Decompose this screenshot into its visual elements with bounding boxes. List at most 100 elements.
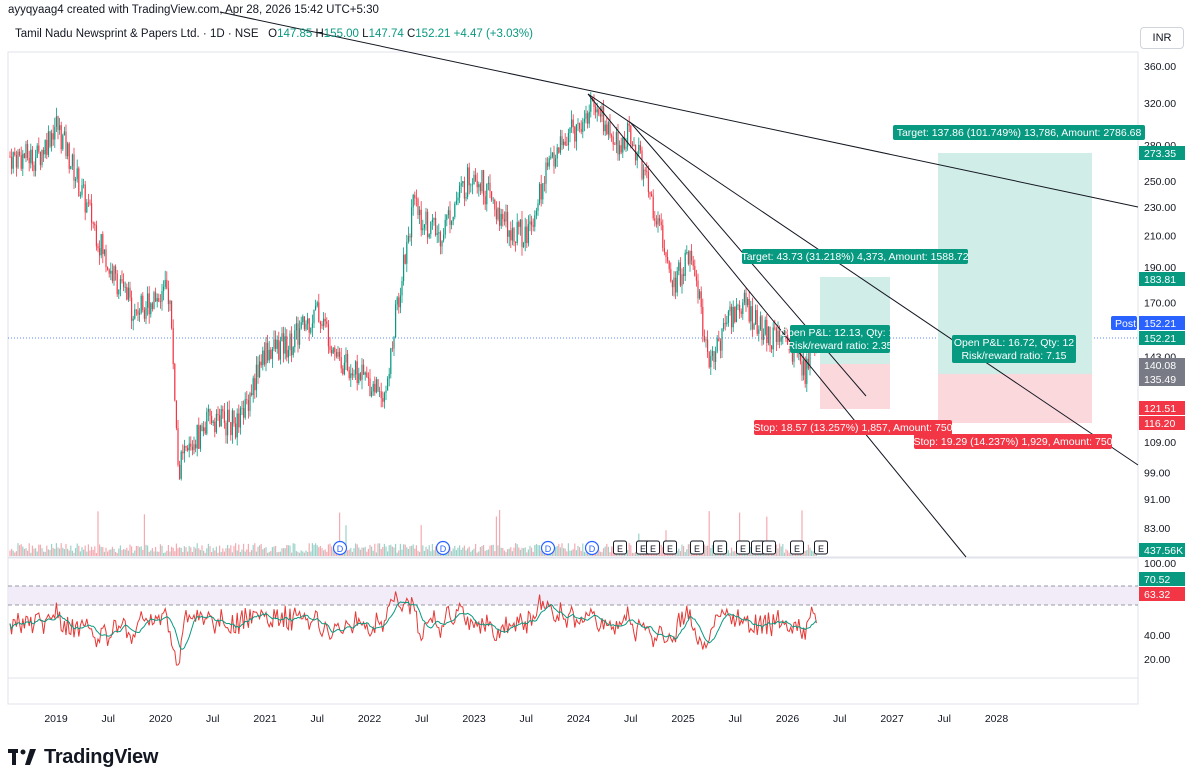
earnings-marker[interactable]: [713, 540, 727, 555]
volume-bar: [478, 551, 480, 556]
candle-body: [353, 374, 355, 376]
time-axis[interactable]: 2019 Jul 2020 Jul 2021 Jul 2022 Jul 2023 Jul 2024 J…: [44, 713, 1008, 725]
candle-body: [763, 334, 765, 341]
candle-body: [524, 226, 526, 243]
candle-body: [631, 143, 633, 146]
volume-bar: [705, 546, 707, 556]
volume-bar: [179, 547, 181, 556]
candle-body: [159, 301, 161, 303]
volume-bar: [739, 512, 741, 556]
volume-bar: [467, 548, 469, 556]
candle-body: [455, 200, 457, 204]
price-axis[interactable]: 360.00320.00280.00250.00230.00210.00190.…: [1144, 61, 1176, 535]
volume-bar: [396, 552, 398, 556]
volume-bar: [495, 516, 497, 556]
trendline-1[interactable]: [219, 11, 1139, 208]
candle-body: [526, 226, 528, 244]
candle-body: [348, 370, 350, 379]
volume-bar: [46, 545, 48, 556]
volume-bar: [89, 550, 91, 556]
position1-target-label: Target: 43.73 (31.218%) 4,373, Amount: 1…: [741, 251, 968, 263]
candle-body: [113, 266, 115, 282]
earnings-marker[interactable]: [613, 540, 627, 555]
volume-bar: [324, 549, 326, 556]
candle-body: [721, 328, 723, 351]
candle-body: [116, 273, 118, 295]
volume-bar: [39, 544, 41, 556]
trendline-3[interactable]: [587, 93, 1139, 466]
volume-bar: [732, 551, 734, 556]
candle-body: [297, 323, 299, 345]
symbol-legend[interactable]: Tamil Nadu Newsprint & Papers Ltd. · 1D …: [15, 28, 533, 40]
candle-body: [23, 153, 25, 158]
dividend-marker[interactable]: [332, 540, 348, 556]
volume-bar: [51, 543, 53, 556]
price-pane[interactable]: [7, 51, 1139, 558]
volume-bar: [494, 551, 496, 556]
position1-info-bg: [790, 325, 890, 353]
candle-body: [604, 124, 606, 132]
candle-body: [684, 252, 686, 277]
rsi-axis[interactable]: 100.00 40.00 20.00: [1144, 558, 1176, 666]
candle-body: [31, 149, 33, 165]
earnings-marker[interactable]: [736, 540, 750, 555]
position2-stop-zone[interactable]: [938, 374, 1092, 423]
volume-bar: [766, 516, 768, 556]
post-tag-label: Post: [1115, 318, 1136, 330]
candle-body: [51, 133, 53, 147]
candle-body: [753, 324, 755, 330]
candle-body: [662, 225, 664, 248]
candle-body: [337, 351, 339, 357]
earnings-marker[interactable]: [646, 540, 660, 555]
volume-bar: [556, 545, 558, 556]
position2-target-label-bg: [893, 125, 1145, 140]
volume-bar: [451, 551, 453, 556]
dividend-marker[interactable]: [584, 540, 600, 556]
volume-bar: [78, 545, 80, 556]
earnings-marker[interactable]: [762, 540, 776, 555]
volume-bar: [585, 552, 587, 556]
tradingview-brand[interactable]: TradingView: [8, 742, 158, 772]
volume-bar: [419, 551, 421, 556]
candle-body: [423, 224, 425, 229]
candle-body: [300, 322, 302, 329]
candle-body: [246, 399, 248, 400]
volume-bar: [97, 511, 99, 556]
candle-body: [233, 410, 235, 424]
volume-bar: [150, 550, 152, 556]
candle-body: [625, 146, 627, 149]
volume-bar: [567, 543, 569, 556]
candle-body: [611, 135, 613, 137]
candle-body: [484, 196, 486, 205]
candle-body: [510, 230, 512, 241]
volume-bar: [475, 543, 477, 556]
time-tick-label: 2028: [985, 713, 1009, 725]
volume-bar: [283, 548, 285, 556]
earnings-marker[interactable]: [690, 540, 704, 555]
volume-bar: [566, 551, 568, 556]
currency-button[interactable]: INR: [1140, 27, 1184, 49]
candle-body: [740, 311, 742, 314]
volume-bar: [147, 545, 149, 556]
earnings-marker-label: E: [740, 544, 746, 554]
rsi-pane[interactable]: [7, 557, 1139, 705]
earnings-marker[interactable]: [814, 540, 828, 555]
earnings-marker[interactable]: [663, 540, 677, 555]
candle-body: [78, 168, 80, 196]
candle-body: [254, 378, 256, 391]
candle-body: [431, 219, 433, 223]
trendline-2[interactable]: [587, 93, 967, 558]
position1-stop-zone[interactable]: [820, 364, 890, 409]
volume-bar: [535, 543, 537, 556]
earnings-marker[interactable]: [790, 540, 804, 555]
candle-body: [359, 373, 361, 380]
dividend-marker[interactable]: [540, 540, 556, 556]
volume-bar: [201, 545, 203, 556]
candle-body: [415, 198, 417, 199]
dividend-marker[interactable]: [435, 540, 451, 556]
volume-bar: [139, 547, 141, 556]
price-tag: [1139, 543, 1185, 557]
candle-body: [521, 219, 523, 247]
